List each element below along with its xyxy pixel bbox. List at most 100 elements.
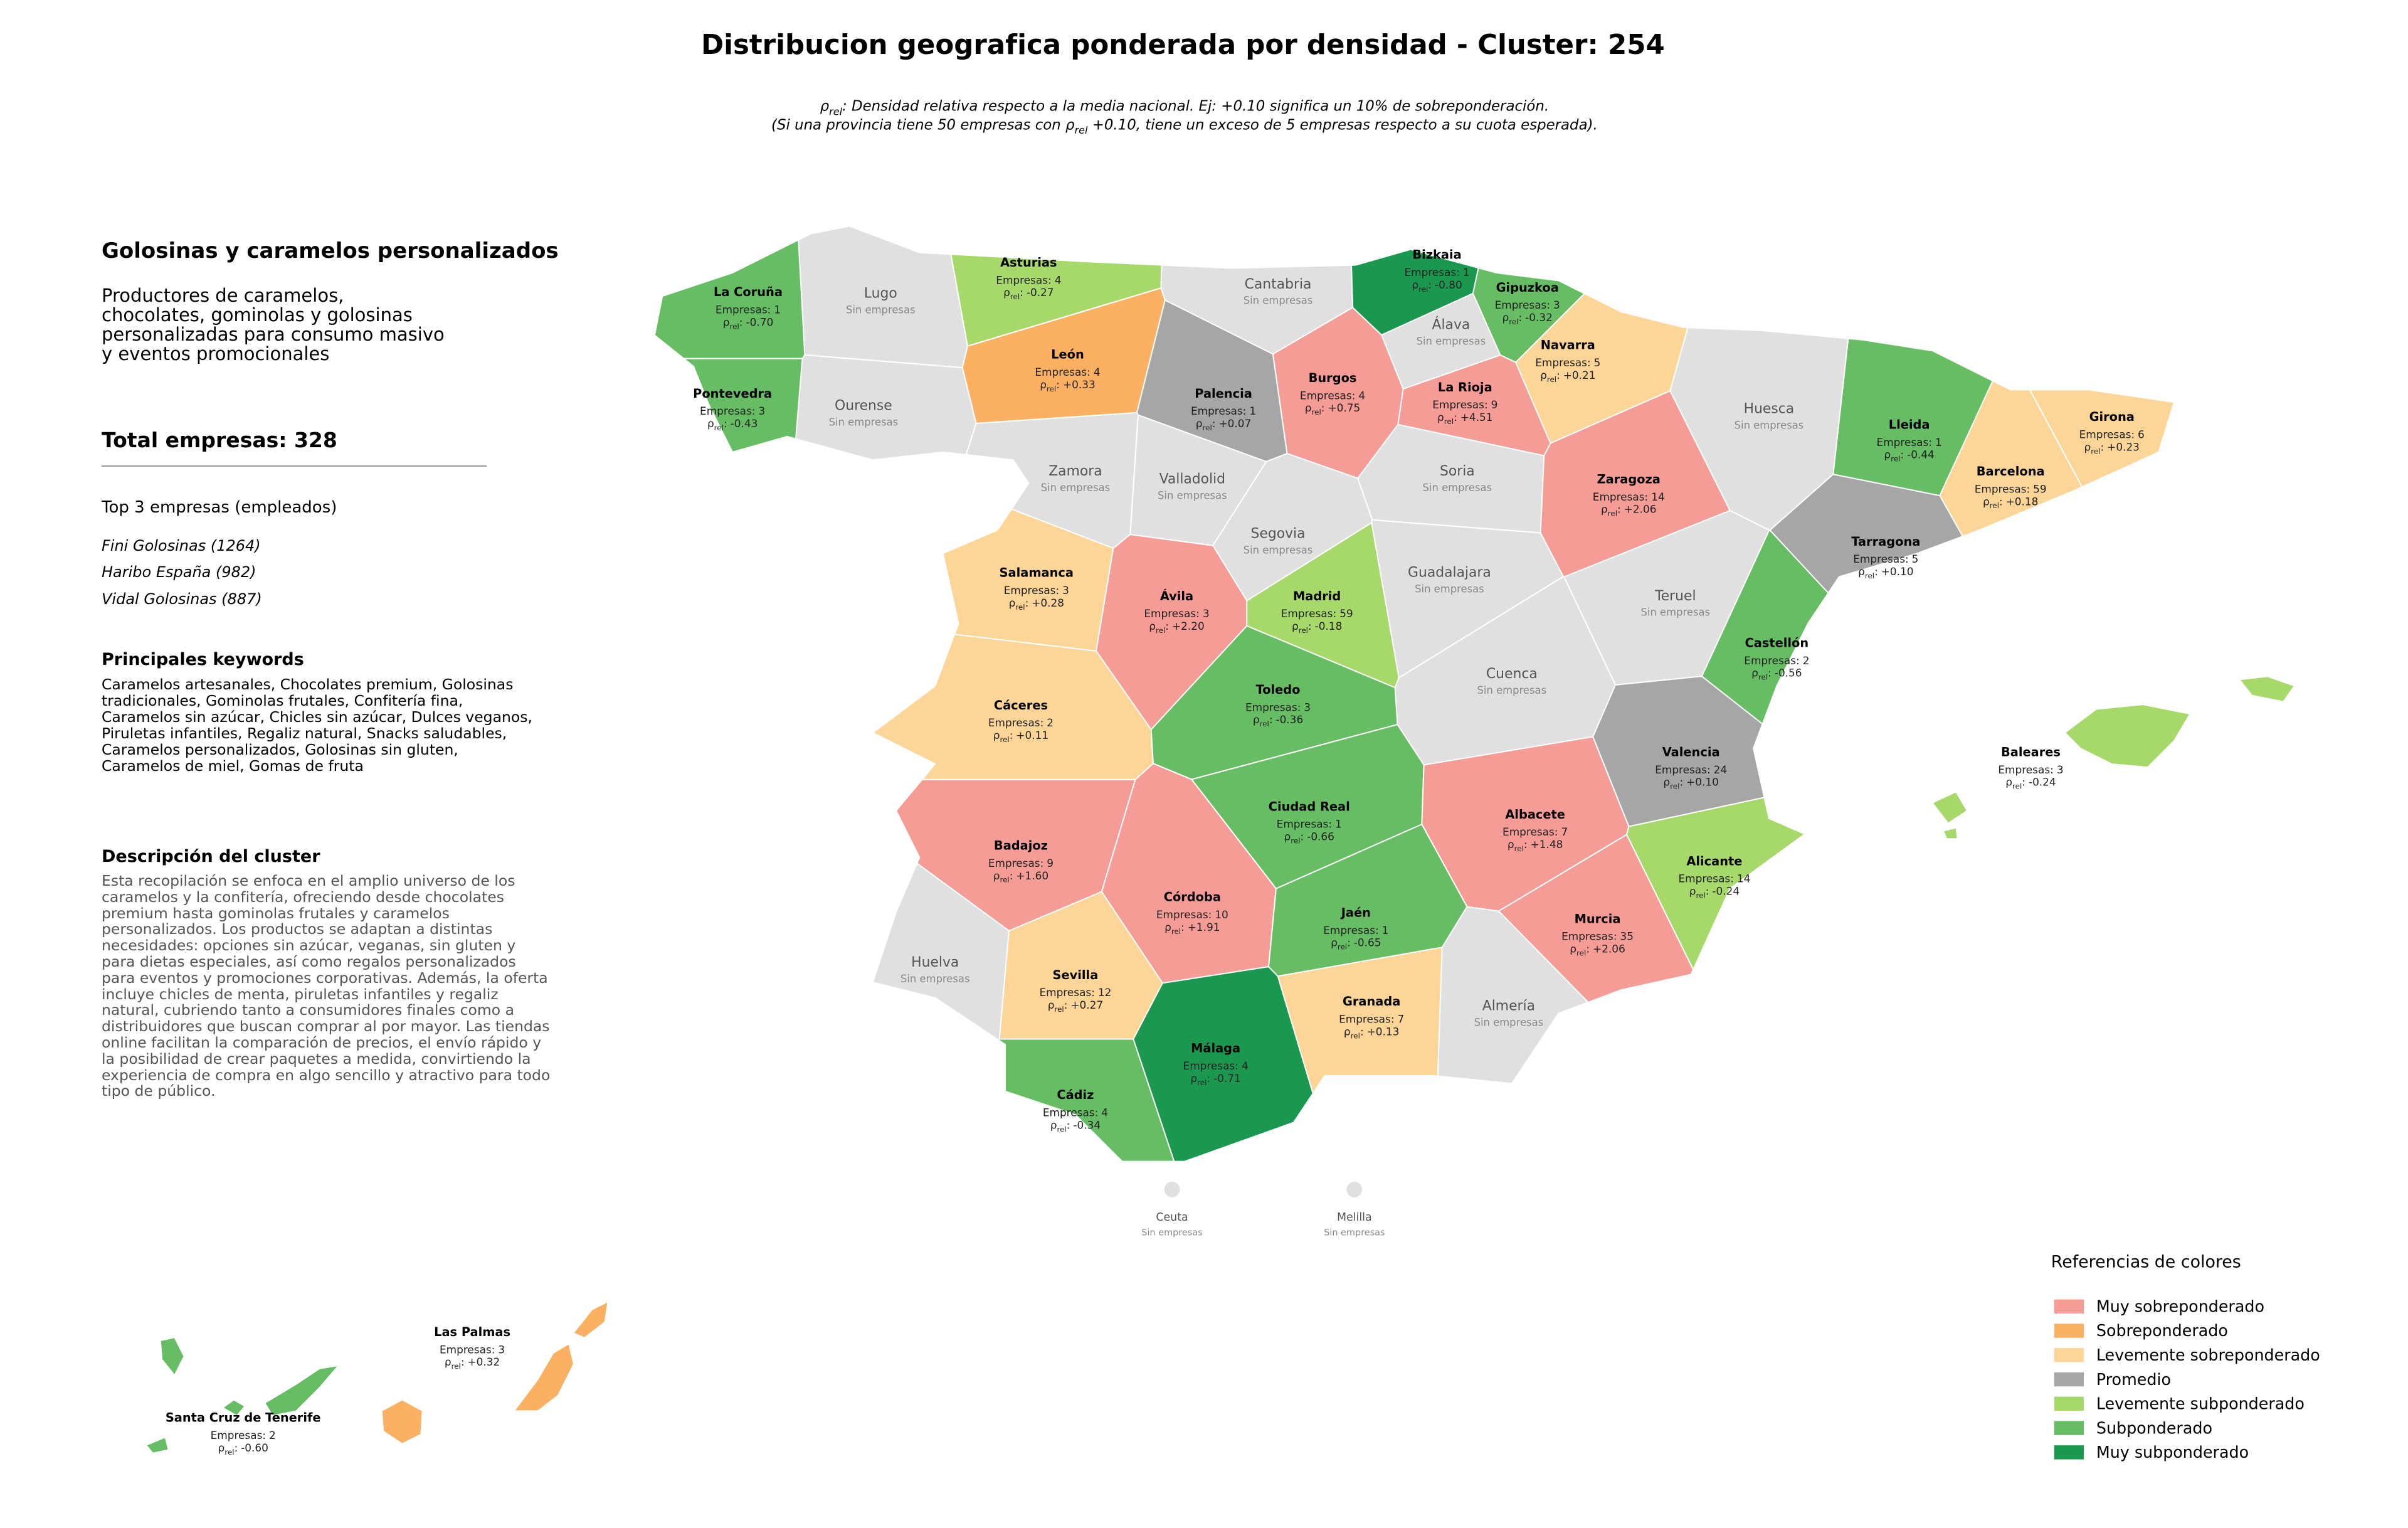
rho-symbol: ρ xyxy=(1253,713,1260,726)
total-label: Total empresas: xyxy=(102,428,287,452)
count-value: 3 xyxy=(758,405,765,417)
count-value: 4 xyxy=(1101,1106,1108,1119)
rho-symbol: ρ xyxy=(1570,943,1576,955)
province-name: Murcia xyxy=(1575,911,1621,926)
count-label: Empresas: xyxy=(1277,818,1332,830)
rho-sub: rel xyxy=(1514,844,1524,853)
count-label: Empresas: xyxy=(1998,763,2053,776)
rho-value: -0.18 xyxy=(1315,620,1343,632)
province-count: Empresas: 2 xyxy=(988,716,1054,729)
province-name: Barcelona xyxy=(1977,464,2045,479)
count-label: Empresas: xyxy=(1300,389,1355,401)
rho-sub: rel xyxy=(1015,603,1025,612)
legend-label: Levemente subponderado xyxy=(2096,1394,2305,1413)
rho-value: +0.11 xyxy=(1016,729,1048,741)
province-count: Empresas: 1 xyxy=(1191,405,1256,417)
province-name: La Coruña xyxy=(714,285,783,299)
rho-sep: : xyxy=(1874,565,1878,578)
province-name: Toledo xyxy=(1256,682,1301,697)
province-count: Empresas: 5 xyxy=(1853,553,1918,565)
province-rho: ρrel: -0.32 xyxy=(1502,311,1552,326)
legend-swatch xyxy=(2054,1445,2084,1460)
rho-sep: : xyxy=(1900,448,1904,461)
rho-sub: rel xyxy=(1547,375,1556,384)
province-rho: ρrel: -0.66 xyxy=(1284,830,1334,846)
province-name: Jaén xyxy=(1340,905,1371,920)
rho-symbol: ρ xyxy=(218,1441,225,1454)
province-rho: ρrel: +0.07 xyxy=(1196,417,1251,432)
rho-value: +0.32 xyxy=(468,1356,500,1368)
no-companies: Sin empresas xyxy=(1324,1228,1385,1238)
rho-symbol: ρ xyxy=(1663,776,1670,788)
rho-symbol: ρ xyxy=(1344,1025,1351,1037)
count-value: 7 xyxy=(1561,825,1568,838)
description-title: Descripción del cluster xyxy=(102,847,320,866)
no-companies: Sin empresas xyxy=(1417,335,1486,347)
province-name: Zamora xyxy=(1048,464,1102,479)
province-count: Empresas: 7 xyxy=(1502,825,1568,838)
no-companies: Sin empresas xyxy=(1641,607,1711,618)
count-value: 1 xyxy=(1382,924,1389,936)
province-shape xyxy=(1346,1181,1363,1197)
rho-value: -0.27 xyxy=(1027,286,1054,299)
rho-value: +0.18 xyxy=(2006,495,2039,507)
rho-sep: : xyxy=(1586,943,1590,955)
province-count: Empresas: 3 xyxy=(1998,763,2063,776)
rho-value: -0.44 xyxy=(1907,448,1935,461)
count-label: Empresas: xyxy=(1593,491,1648,503)
province-rho: ρrel: -0.36 xyxy=(1253,713,1303,728)
province-name: Huelva xyxy=(911,955,959,970)
rho-sub: rel xyxy=(452,1362,461,1371)
rho-sub: rel xyxy=(1054,1005,1064,1014)
province-shape xyxy=(145,1436,169,1454)
count-label: Empresas: xyxy=(1039,986,1094,999)
rho-symbol: ρ xyxy=(1149,620,1156,632)
province-name: Salamanca xyxy=(1000,566,1074,580)
note-line: ρrel: Densidad relativa respecto a la me… xyxy=(820,98,1549,117)
province-name: Guadalajara xyxy=(1408,565,1491,581)
province-name: Málaga xyxy=(1191,1041,1240,1056)
rho-sep: : xyxy=(1010,869,1013,882)
province-count: Empresas: 2 xyxy=(1744,654,1809,667)
rho-sub: rel xyxy=(1758,673,1768,682)
rho-value: -0.34 xyxy=(1073,1118,1101,1131)
rho-sep: : xyxy=(1308,620,1312,632)
count-label: Empresas: xyxy=(996,273,1051,286)
province-count: Empresas: 4 xyxy=(1035,366,1100,378)
count-label: Empresas: xyxy=(988,857,1043,869)
province-rho: ρrel: -0.27 xyxy=(1003,286,1054,301)
separator xyxy=(102,465,487,467)
keywords-title: Principales keywords xyxy=(102,650,304,669)
rho-sep: : xyxy=(1768,667,1772,679)
province-count: Empresas: 3 xyxy=(1144,607,1209,620)
province-name: Madrid xyxy=(1293,589,1341,603)
rho-value: -0.60 xyxy=(241,1441,268,1454)
rho-value: -0.43 xyxy=(731,417,758,430)
rho-symbol: ρ xyxy=(1502,311,1509,324)
province-shape xyxy=(1437,906,1590,1085)
province-count: Empresas: 6 xyxy=(2079,428,2145,440)
rho-sub: rel xyxy=(1351,1031,1360,1040)
rho-symbol: ρ xyxy=(1601,503,1608,516)
province-name: Lleida xyxy=(1889,417,1930,432)
province-name: León xyxy=(1051,348,1084,362)
no-companies: Sin empresas xyxy=(846,304,916,316)
no-companies: Sin empresas xyxy=(1477,684,1547,696)
legend-swatch xyxy=(2054,1372,2084,1387)
province-name: Badajoz xyxy=(994,839,1048,853)
province-rho: ρrel: -0.18 xyxy=(1292,620,1342,635)
count-label: Empresas: xyxy=(1535,356,1590,369)
rho-value: +0.27 xyxy=(1070,999,1103,1011)
count-value: 4 xyxy=(1055,273,1062,286)
count-value: 24 xyxy=(1714,763,1728,776)
rho-sub: rel xyxy=(1075,124,1088,136)
rho-sep: : xyxy=(1064,999,1068,1011)
sidebar-heading: Golosinas y caramelos personalizados xyxy=(102,238,559,263)
rho-sub: rel xyxy=(1291,837,1300,846)
rho-value: +0.33 xyxy=(1063,378,1096,391)
province-rho: ρrel: -0.65 xyxy=(1331,936,1381,952)
count-value: 1 xyxy=(1463,266,1470,279)
rho-symbol: ρ xyxy=(1508,838,1514,851)
province-name: Bizkaia xyxy=(1412,248,1461,262)
